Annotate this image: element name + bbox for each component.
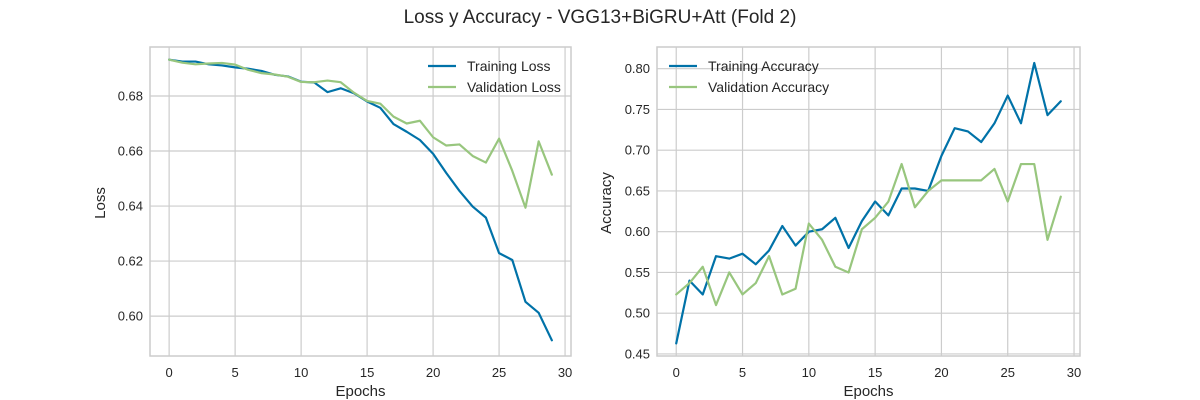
training-loss-line [168, 58, 553, 342]
accuracy-legend: Training Accuracy Validation Accuracy [669, 58, 829, 95]
accuracy-chart: Epochs Accuracy 0 5 10 15 20 25 30 0.45 0.50 0.55… [598, 46, 1081, 400]
accuracy-y-tick-label: 0.55 [625, 265, 650, 280]
loss-x-tick-label: 20 [426, 365, 440, 380]
figure-title: Loss y Accuracy - VGG13+BiGRU+Att (Fold … [404, 7, 797, 28]
loss-y-tick-label: 0.68 [118, 88, 143, 103]
loss-x-tick-label: 25 [492, 365, 506, 380]
loss-x-tick-label: 5 [232, 365, 239, 380]
loss-plot-frame [149, 46, 572, 357]
accuracy-y-tick-label: 0.75 [625, 102, 650, 117]
accuracy-y-tick-label: 0.80 [625, 61, 650, 76]
validation-loss-line [168, 58, 553, 209]
accuracy-x-tick-label: 5 [739, 365, 746, 380]
accuracy-y-tick-label: 0.45 [625, 346, 650, 361]
loss-x-axis-label: Epochs [335, 383, 385, 400]
loss-y-tick-label: 0.66 [118, 144, 143, 159]
accuracy-y-tick-label: 0.50 [625, 306, 650, 321]
accuracy-x-tick-label: 30 [1067, 365, 1081, 380]
loss-x-tick-label: 10 [294, 365, 308, 380]
training-accuracy-line [675, 61, 1062, 345]
validation-accuracy-legend-label: Validation Accuracy [708, 79, 829, 95]
training-accuracy-legend-label: Training Accuracy [708, 58, 819, 74]
accuracy-plot-frame [656, 46, 1081, 357]
accuracy-x-tick-label: 20 [934, 365, 948, 380]
validation-loss-legend-label: Validation Loss [467, 79, 561, 95]
accuracy-x-tick-label: 0 [673, 365, 680, 380]
accuracy-y-tick-label: 0.65 [625, 183, 650, 198]
validation-accuracy-line [675, 162, 1062, 307]
accuracy-x-tick-label: 15 [868, 365, 882, 380]
accuracy-x-axis-label: Epochs [843, 383, 893, 400]
loss-y-tick-label: 0.60 [118, 309, 143, 324]
loss-y-tick-label: 0.64 [118, 199, 143, 214]
loss-grid [150, 47, 571, 356]
loss-y-tick-label: 0.62 [118, 254, 143, 269]
accuracy-x-tick-label: 10 [802, 365, 816, 380]
loss-legend: Training Loss Validation Loss [428, 58, 561, 95]
accuracy-y-tick-label: 0.70 [625, 143, 650, 158]
loss-x-tick-label: 0 [166, 365, 173, 380]
loss-x-tick-label: 15 [360, 365, 374, 380]
accuracy-y-axis-label: Accuracy [598, 172, 615, 234]
accuracy-x-tick-label: 25 [1000, 365, 1014, 380]
accuracy-y-tick-label: 0.60 [625, 224, 650, 239]
training-loss-legend-label: Training Loss [467, 58, 551, 74]
loss-x-tick-label: 30 [558, 365, 572, 380]
loss-chart: Epochs Loss 0 5 10 15 20 25 30 0.60 0.62 0.64 0.66… [92, 46, 572, 400]
loss-y-axis-label: Loss [92, 187, 109, 219]
